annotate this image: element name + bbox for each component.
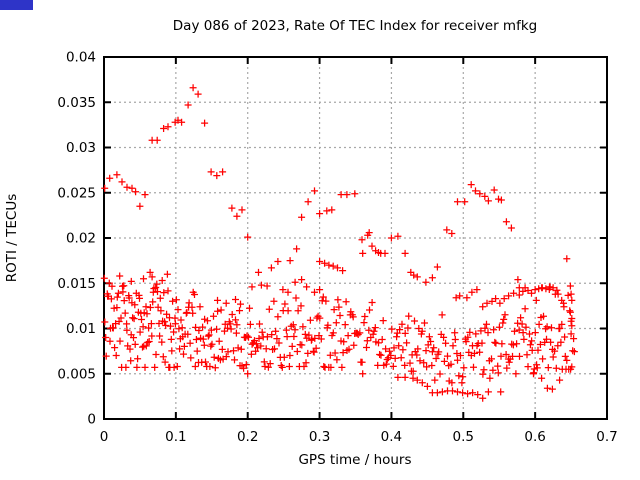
corner-badge	[0, 0, 33, 10]
x-tick-label: 0.6	[524, 429, 545, 445]
y-tick-label: 0.015	[57, 276, 96, 292]
x-tick-label: 0	[100, 429, 109, 445]
grid-lines	[104, 57, 607, 419]
scatter-points	[100, 84, 578, 402]
y-tick-label: 0	[87, 412, 96, 428]
y-axis-label: ROTI / TECUs	[4, 194, 20, 282]
x-tick-label: 0.1	[165, 429, 186, 445]
x-tick-label: 0.3	[309, 429, 330, 445]
y-tick-label: 0.03	[66, 140, 96, 156]
x-tick-label: 0.4	[381, 429, 402, 445]
x-tick-label: 0.2	[237, 429, 258, 445]
y-tick-labels: 0 0.005 0.01 0.015 0.02 0.025 0.03 0.035 0.04	[57, 50, 96, 428]
x-tick-labels: 0 0.1 0.2 0.3 0.4 0.5 0.6 0.7	[100, 429, 618, 445]
y-tick-label: 0.005	[57, 366, 96, 382]
x-tick-label: 0.7	[596, 429, 617, 445]
tick-marks	[103, 56, 608, 420]
y-tick-label: 0.04	[66, 50, 96, 66]
y-tick-label: 0.025	[57, 185, 96, 201]
x-tick-label: 0.5	[453, 429, 474, 445]
chart-title: Day 086 of 2023, Rate Of TEC Index for r…	[173, 18, 537, 34]
x-axis-label: GPS time / hours	[298, 452, 411, 468]
y-tick-label: 0.02	[66, 231, 96, 247]
y-tick-label: 0.01	[66, 321, 96, 337]
y-tick-label: 0.035	[57, 95, 96, 111]
